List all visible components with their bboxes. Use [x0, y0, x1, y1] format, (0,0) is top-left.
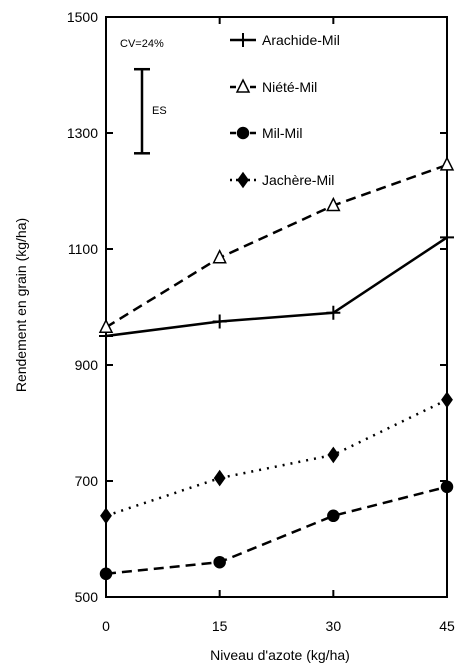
series-markers — [98, 156, 455, 581]
data-point — [440, 480, 454, 494]
data-point — [98, 318, 114, 334]
x-axis-title: Niveau d'azote (kg/ha) — [210, 647, 350, 663]
x-tick-label: 30 — [326, 618, 342, 634]
y-tick-label: 700 — [75, 473, 99, 489]
es-error-bar — [134, 67, 150, 155]
axis-ticks: 500 700 900 1100 1300 1500 0 15 30 45 — [67, 9, 455, 634]
data-point — [212, 314, 227, 329]
x-tick-label: 15 — [212, 618, 228, 634]
series-line-1 — [105, 236, 448, 338]
legend: Arachide-Mil Niété-Mil Mil-Mil Jachère-Mil — [230, 32, 340, 189]
data-point — [213, 469, 226, 487]
data-point — [327, 446, 340, 464]
x-tick-label: 0 — [102, 618, 110, 634]
y-tick-label: 500 — [75, 589, 99, 605]
y-tick-label: 1300 — [67, 125, 98, 141]
cv-label: CV=24% — [120, 38, 164, 50]
data-point — [326, 305, 341, 320]
data-point — [212, 249, 227, 264]
data-point — [99, 567, 113, 581]
data-point — [441, 391, 453, 409]
x-tick-label: 45 — [439, 618, 455, 634]
legend-marker — [236, 33, 250, 47]
legend-marker — [237, 171, 249, 189]
y-tick-label: 900 — [75, 357, 99, 373]
data-point — [440, 230, 454, 245]
legend-label: Arachide-Mil — [262, 32, 340, 48]
legend-label: Niété-Mil — [262, 79, 317, 95]
y-tick-label: 1100 — [68, 241, 98, 257]
data-point — [326, 196, 341, 212]
series-lines — [105, 163, 448, 576]
legend-marker — [236, 126, 250, 140]
y-tick-label: 1500 — [67, 9, 98, 25]
plot-frame — [105, 16, 448, 598]
data-point — [213, 555, 226, 569]
data-point — [100, 507, 112, 525]
data-point — [439, 156, 455, 171]
series-line-4 — [105, 398, 448, 517]
y-axis-title: Rendement en grain (kg/ha) — [13, 218, 29, 392]
legend-marker — [235, 78, 251, 93]
es-label: ES — [152, 105, 167, 117]
series-line-2 — [105, 163, 448, 329]
legend-label: Jachère-Mil — [262, 172, 334, 188]
legend-label: Mil-Mil — [262, 125, 302, 141]
data-point — [327, 509, 340, 523]
series-line-3 — [105, 485, 448, 576]
